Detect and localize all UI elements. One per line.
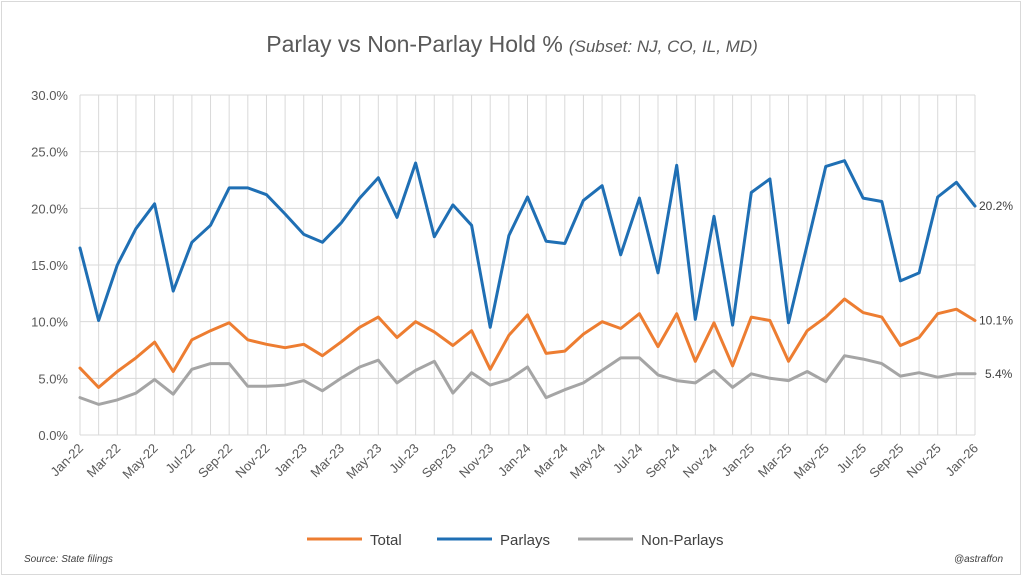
x-tick-label: Jul-23 [386,441,422,477]
legend: Total Parlays Non-Parlays [307,532,724,549]
end-labels: 5.4% 10.1% 20.2% [979,199,1013,381]
chart-title: Parlay vs Non-Parlay Hold % [266,31,563,57]
series-line-non-parlays [78,354,977,406]
x-tick-label: Jul-25 [834,441,870,477]
x-tick-label: Jul-22 [162,441,198,477]
x-tick-label: Mar-22 [84,441,124,481]
end-label-parlays: 20.2% [979,199,1013,213]
x-tick-label: Jan-26 [942,441,981,480]
y-tick-label: 20.0% [31,201,68,216]
x-tick-label: Jul-24 [610,441,646,477]
x-tick-label: May-24 [567,441,608,482]
y-tick-label: 25.0% [31,145,68,160]
legend-label: Parlays [500,532,550,549]
x-tick-label: Mar-24 [531,441,571,481]
end-label-non-parlays: 5.4% [985,367,1013,381]
x-tick-label: Sep-22 [195,441,235,481]
x-tick-label: Jan-22 [47,441,86,480]
legend-label: Non-Parlays [641,532,724,549]
chart-title-group: Parlay vs Non-Parlay Hold % (Subset: NJ, … [266,31,758,57]
x-tick-label: Nov-25 [904,441,944,481]
x-tick-label: Nov-24 [680,441,720,481]
x-tick-label: Jan-25 [719,441,758,480]
y-tick-label: 10.0% [31,315,68,330]
x-tick-label: Sep-24 [643,441,683,481]
x-tick-label: Mar-25 [755,441,795,481]
source-note: Source: State filings [24,554,113,565]
end-label-total: 10.1% [979,314,1013,328]
y-tick-label: 15.0% [31,258,68,273]
x-tick-label: May-22 [119,441,160,482]
x-tick-label: Nov-22 [232,441,272,481]
x-tick-label: Sep-23 [419,441,459,481]
x-tick-label: Jan-24 [495,441,534,480]
x-tick-label: Nov-23 [456,441,496,481]
y-tick-label: 5.0% [38,371,68,386]
x-tick-label: Mar-23 [307,441,347,481]
series-lines [78,159,977,406]
series-line-total [78,297,977,389]
gridlines [79,94,976,436]
x-tick-label: Jan-23 [271,441,310,480]
x-tick-label: May-23 [343,441,384,482]
chart-subtitle: (Subset: NJ, CO, IL, MD) [569,37,758,56]
x-tick-label: May-25 [791,441,832,482]
x-tick-label: Sep-25 [866,441,906,481]
legend-label: Total [370,532,402,549]
y-axis-ticks: 0.0% 5.0% 10.0% 15.0% 20.0% 25.0% 30.0% [31,88,68,443]
credit-note: @astraffon [954,554,1004,565]
y-tick-label: 0.0% [38,428,68,443]
series-line-parlays [78,159,977,329]
y-tick-label: 30.0% [31,88,68,103]
